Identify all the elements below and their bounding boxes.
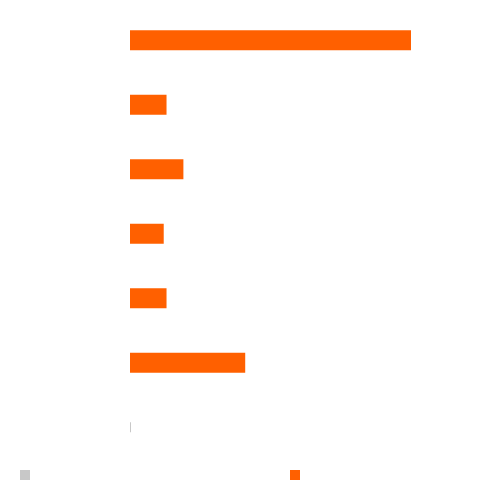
bar [130, 352, 246, 373]
bar [130, 223, 164, 244]
bar [130, 30, 411, 51]
legend-swatch [20, 470, 30, 480]
bar [130, 94, 167, 115]
legend-swatch [290, 470, 300, 480]
bar [130, 159, 184, 180]
bar [130, 288, 167, 309]
